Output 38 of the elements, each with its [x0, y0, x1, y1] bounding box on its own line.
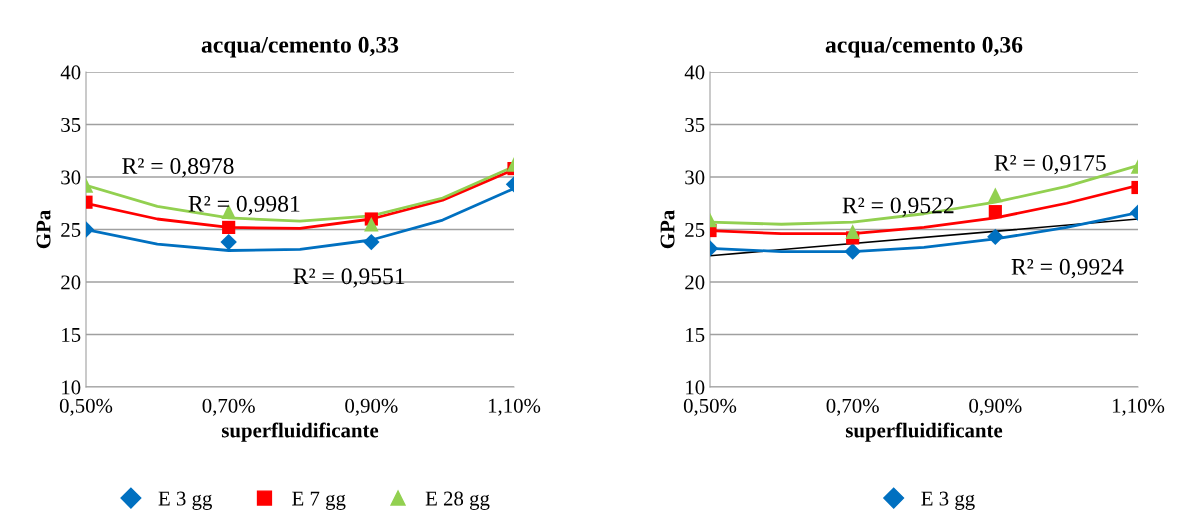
legend-label: E 28 gg	[425, 491, 490, 510]
y-tick-label: 35	[61, 117, 81, 132]
y-tick-label: 40	[60, 65, 81, 80]
y-tick-label: 25	[685, 222, 705, 237]
y-tick-label: 10	[686, 380, 705, 395]
annotation: R² = 0,9924	[1011, 258, 1124, 279]
y-axis-title: GPa	[36, 210, 51, 249]
x-axis-title: superfluidificante	[845, 422, 1003, 442]
y-tick-label: 40	[684, 65, 705, 80]
x-tick-label: 0,70%	[826, 398, 879, 416]
y-tick-label: 35	[685, 117, 705, 132]
chart-title: acqua/cemento 0,36	[825, 36, 1023, 58]
annotation: R² = 0,8978	[122, 158, 234, 178]
x-tick-label: 0,70%	[202, 398, 255, 416]
y-tick-label: 15	[62, 327, 81, 342]
x-axis-title: superfluidificante	[221, 422, 379, 442]
x-tick-label: 0,50%	[683, 398, 737, 416]
y-tick-label: 25	[61, 222, 81, 237]
y-tick-label: 30	[61, 170, 81, 185]
y-tick-label: 20	[685, 275, 705, 290]
y-tick-label: 20	[61, 275, 81, 290]
x-tick-label: 0,90%	[969, 398, 1022, 416]
y-axis-title: GPa	[660, 210, 675, 249]
annotation: R² = 0,9551	[293, 268, 405, 288]
legend-label: E 3 gg	[921, 491, 975, 510]
annotation: R² = 0,9522	[842, 197, 954, 217]
y-tick-label: 30	[685, 170, 705, 185]
annotation: R² = 0,9175	[994, 154, 1106, 175]
legend-label: E 3 gg	[158, 491, 212, 510]
x-tick-label: 1,10%	[1112, 398, 1165, 416]
x-tick-label: 1,10%	[488, 398, 541, 416]
annotation: R² = 0,9981	[188, 195, 300, 216]
x-tick-label: 0,50%	[59, 398, 113, 416]
y-tick-label: 10	[62, 380, 81, 395]
chart-title: acqua/cemento 0,33	[201, 36, 399, 58]
y-tick-label: 15	[686, 327, 705, 342]
x-tick-label: 0,90%	[345, 398, 398, 416]
legend-label: E 7 gg	[292, 491, 346, 510]
